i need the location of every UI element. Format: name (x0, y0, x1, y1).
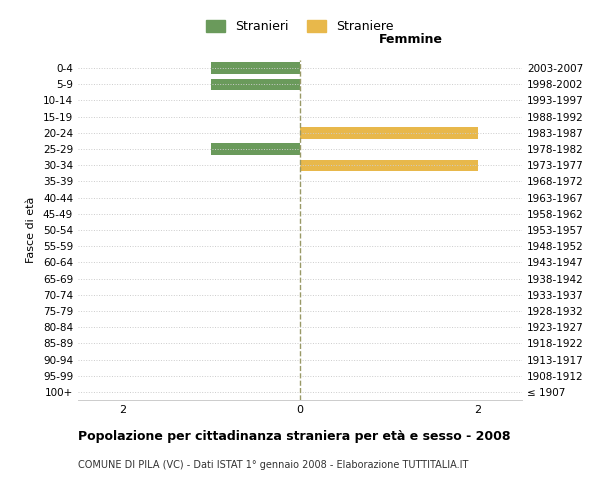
Text: COMUNE DI PILA (VC) - Dati ISTAT 1° gennaio 2008 - Elaborazione TUTTITALIA.IT: COMUNE DI PILA (VC) - Dati ISTAT 1° genn… (78, 460, 469, 470)
Bar (300, 160, 478, 171)
Legend: Stranieri, Straniere: Stranieri, Straniere (202, 16, 398, 38)
Text: Popolazione per cittadinanza straniera per età e sesso - 2008: Popolazione per cittadinanza straniera p… (78, 430, 511, 443)
Bar (211, 144, 300, 154)
Text: Femmine: Femmine (379, 34, 443, 46)
Bar (211, 62, 300, 74)
Bar (300, 127, 478, 138)
Bar (211, 78, 300, 90)
Y-axis label: Fasce di età: Fasce di età (26, 197, 36, 263)
